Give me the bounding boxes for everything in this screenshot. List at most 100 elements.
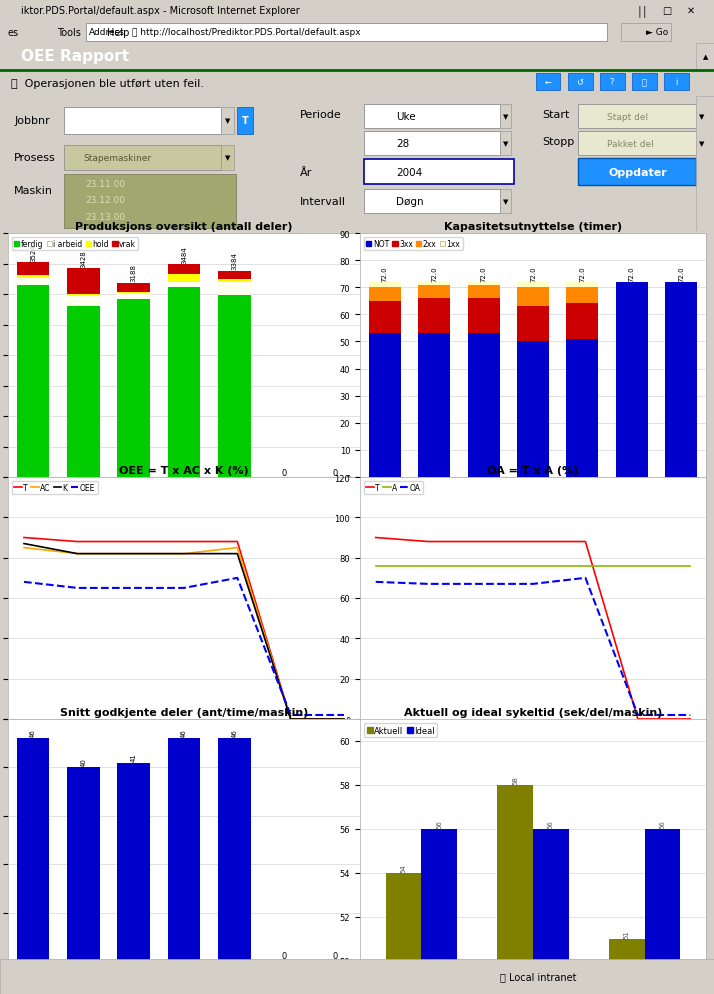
Bar	[468, 334, 500, 477]
Text: ?: ?	[610, 78, 614, 86]
FancyBboxPatch shape	[578, 105, 696, 129]
Text: OEE Rapport: OEE Rapport	[21, 50, 129, 65]
OEE	[233, 573, 241, 584]
FancyBboxPatch shape	[64, 175, 236, 229]
Title: OA = T x A (%): OA = T x A (%)	[488, 465, 578, 475]
FancyBboxPatch shape	[664, 74, 689, 91]
Bar	[17, 275, 49, 278]
Line: T: T	[24, 538, 344, 720]
AC	[73, 548, 81, 560]
Bar	[67, 294, 100, 296]
Line: AC: AC	[24, 548, 344, 720]
Text: 3188: 3188	[131, 264, 136, 282]
Text: Stapemaskiner: Stapemaskiner	[84, 154, 152, 163]
Text: 72.0: 72.0	[629, 266, 635, 281]
Title: OEE = T x AC x K (%): OEE = T x AC x K (%)	[119, 465, 248, 475]
FancyBboxPatch shape	[64, 145, 221, 171]
Bar	[168, 265, 201, 275]
Text: ▼: ▼	[225, 155, 231, 161]
Text: T: T	[241, 116, 248, 126]
Bar	[615, 282, 648, 477]
Bar	[418, 299, 451, 334]
FancyBboxPatch shape	[221, 107, 234, 134]
Line: OA: OA	[376, 579, 690, 716]
OA	[528, 579, 537, 590]
Text: 58: 58	[512, 775, 518, 784]
Text: År: År	[300, 167, 312, 177]
Line: T: T	[376, 538, 690, 720]
Text: Oppdater: Oppdater	[608, 167, 667, 177]
K	[20, 538, 29, 550]
Text: 46: 46	[231, 729, 237, 738]
AC	[126, 548, 135, 560]
Bar	[468, 299, 500, 334]
Bar	[117, 299, 150, 477]
Text: 72.0: 72.0	[678, 266, 684, 281]
T	[371, 532, 380, 544]
OEE	[73, 582, 81, 594]
Text: Jobbnr: Jobbnr	[14, 116, 50, 126]
Bar	[421, 829, 457, 994]
Bar	[468, 282, 500, 285]
FancyBboxPatch shape	[696, 105, 708, 129]
Text: 54: 54	[401, 863, 406, 872]
Bar	[566, 282, 598, 288]
OA	[371, 577, 380, 588]
Text: Pakket del: Pakket del	[607, 139, 653, 148]
OEE	[180, 582, 188, 594]
Bar	[418, 285, 451, 299]
FancyBboxPatch shape	[86, 24, 607, 42]
Text: Start: Start	[543, 109, 570, 119]
Bar	[168, 275, 201, 282]
Text: Address: Address	[89, 29, 125, 38]
Legend: T, AC, K, OEE: T, AC, K, OEE	[12, 481, 98, 495]
K	[340, 714, 348, 726]
Bar	[533, 829, 569, 994]
T	[180, 536, 188, 548]
T	[581, 536, 590, 548]
FancyBboxPatch shape	[578, 159, 696, 186]
Text: ▼: ▼	[503, 199, 508, 205]
A	[424, 561, 433, 573]
A	[633, 561, 642, 573]
K	[73, 548, 81, 560]
OEE	[126, 582, 135, 594]
Text: 46: 46	[181, 729, 187, 738]
Bar	[218, 296, 251, 477]
K	[233, 548, 241, 560]
Text: 3484: 3484	[181, 247, 187, 264]
Text: 56: 56	[436, 819, 442, 828]
Text: 72.0: 72.0	[530, 266, 536, 281]
Text: 0: 0	[332, 468, 338, 477]
Text: ←: ←	[544, 78, 551, 86]
Text: 56: 56	[548, 819, 554, 828]
OA	[686, 710, 695, 722]
Text: ▼: ▼	[699, 114, 705, 120]
Legend: ferdig, i arbeid, hold, vrak: ferdig, i arbeid, hold, vrak	[12, 238, 139, 251]
Bar	[368, 334, 401, 477]
Bar	[517, 307, 549, 342]
Text: Stopp: Stopp	[543, 136, 575, 146]
Line: OEE: OEE	[24, 579, 344, 716]
T	[286, 714, 295, 726]
Bar	[468, 285, 500, 299]
Bar	[368, 288, 401, 301]
Legend: NOT, 3xx, 2xx, 1xx: NOT, 3xx, 2xx, 1xx	[364, 238, 463, 251]
FancyBboxPatch shape	[364, 132, 500, 156]
Bar	[17, 739, 49, 961]
Bar	[17, 285, 49, 477]
FancyBboxPatch shape	[696, 132, 708, 156]
AC	[20, 542, 29, 554]
Text: 23.13.00: 23.13.00	[86, 213, 126, 222]
Text: Maskin: Maskin	[14, 186, 54, 196]
Bar	[609, 939, 645, 994]
Text: ↺: ↺	[576, 78, 583, 86]
Bar	[645, 829, 680, 994]
Text: Døgn: Døgn	[396, 197, 424, 207]
Bar	[218, 282, 251, 296]
FancyBboxPatch shape	[64, 107, 221, 134]
Title: Produksjons oversikt (antall deler): Produksjons oversikt (antall deler)	[75, 222, 293, 232]
T	[126, 536, 135, 548]
Bar	[168, 287, 201, 477]
Bar	[17, 262, 49, 275]
